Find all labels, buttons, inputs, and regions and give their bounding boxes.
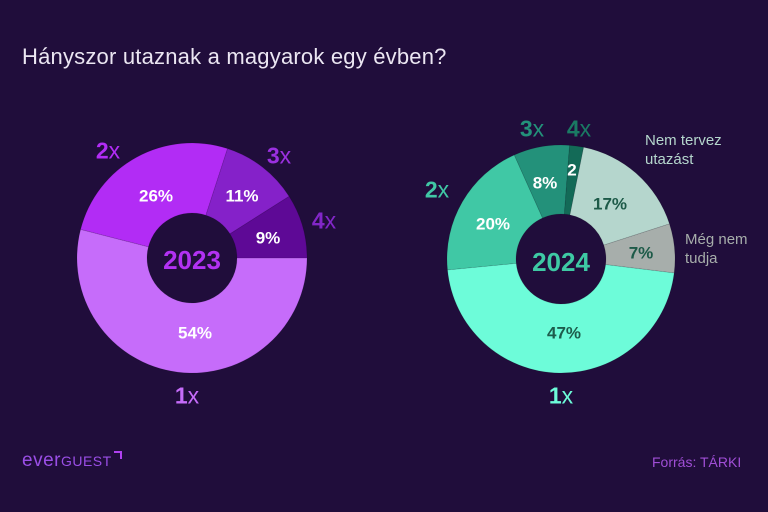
- center-label-2023: 2023: [163, 245, 221, 275]
- category-number: 2: [95, 137, 109, 164]
- category-number: 1: [548, 382, 562, 409]
- donut-slice-1x: [76, 228, 308, 374]
- category-suffix: x: [437, 176, 450, 203]
- category-label-4x-2024: 4x: [566, 115, 592, 142]
- donut-slice-3x: [205, 148, 290, 235]
- category-label-nem-tervez-2024: Nem tervez utazást: [645, 131, 722, 169]
- donut-slice-4x: [563, 144, 585, 216]
- category-label-line: tudja: [685, 250, 718, 267]
- category-suffix: x: [187, 382, 200, 409]
- donut-slice-4x: [229, 195, 308, 259]
- source-note: Forrás: TÁRKI: [652, 454, 742, 470]
- category-label-line: Még nem: [685, 231, 748, 248]
- category-label-line: Nem tervez: [645, 132, 722, 149]
- category-label-1x-2023: 1x: [174, 382, 200, 409]
- slice-value-meg-nem-tudja-2024: 7%: [628, 243, 654, 263]
- donut-chart-2023: [76, 142, 308, 374]
- slice-value-4x-2024: 2: [567, 160, 577, 180]
- slice-value-3x-2023: 11%: [225, 186, 259, 206]
- category-number: 4: [311, 207, 325, 234]
- donut-slice-2x: [80, 142, 229, 248]
- slice-value-1x-2023: 54%: [177, 323, 213, 343]
- category-label-2x-2023: 2x: [95, 137, 121, 164]
- category-label-4x-2023: 4x: [311, 207, 337, 234]
- category-label-line: utazást: [645, 151, 694, 168]
- donut-slice-nem-tervez-utaz-st: [569, 146, 670, 246]
- category-label-2x-2024: 2x: [424, 176, 450, 203]
- donut-chart-2024: [446, 144, 676, 374]
- everguest-logo: everguest: [22, 450, 122, 472]
- category-label-1x-2024: 1x: [548, 382, 574, 409]
- donut-slice-m-g-nem-tudja: [603, 223, 676, 274]
- page-title: Hányszor utaznak a magyarok egy évben?: [22, 44, 447, 69]
- slice-value-3x-2024: 8%: [532, 173, 558, 193]
- category-suffix: x: [108, 137, 121, 164]
- category-suffix: x: [279, 142, 292, 169]
- category-suffix: x: [324, 207, 337, 234]
- center-label-2024: 2024: [532, 247, 590, 277]
- slice-value-2x-2023: 26%: [138, 186, 174, 206]
- logo-text-part1: ever: [22, 450, 61, 471]
- category-suffix: x: [561, 382, 574, 409]
- category-label-meg-nem-tudja-2024: Még nem tudja: [685, 230, 748, 268]
- logo-text-part2: guest: [60, 453, 112, 469]
- slice-value-1x-2024: 47%: [546, 323, 582, 343]
- category-number: 2: [424, 176, 438, 203]
- category-number: 3: [519, 115, 533, 142]
- category-number: 4: [566, 115, 580, 142]
- category-suffix: x: [532, 115, 545, 142]
- donut-slice-1x: [447, 262, 675, 374]
- category-number: 1: [174, 382, 188, 409]
- slice-value-2x-2024: 20%: [475, 214, 511, 234]
- category-label-3x-2023: 3x: [266, 142, 292, 169]
- category-number: 3: [266, 142, 280, 169]
- donut-slice-2x: [446, 154, 544, 271]
- slice-value-4x-2023: 9%: [255, 228, 281, 248]
- logo-corner-arrow-icon: [113, 451, 122, 459]
- category-label-3x-2024: 3x: [519, 115, 545, 142]
- category-suffix: x: [579, 115, 592, 142]
- slice-value-nem-tervez-2024: 17%: [592, 194, 628, 214]
